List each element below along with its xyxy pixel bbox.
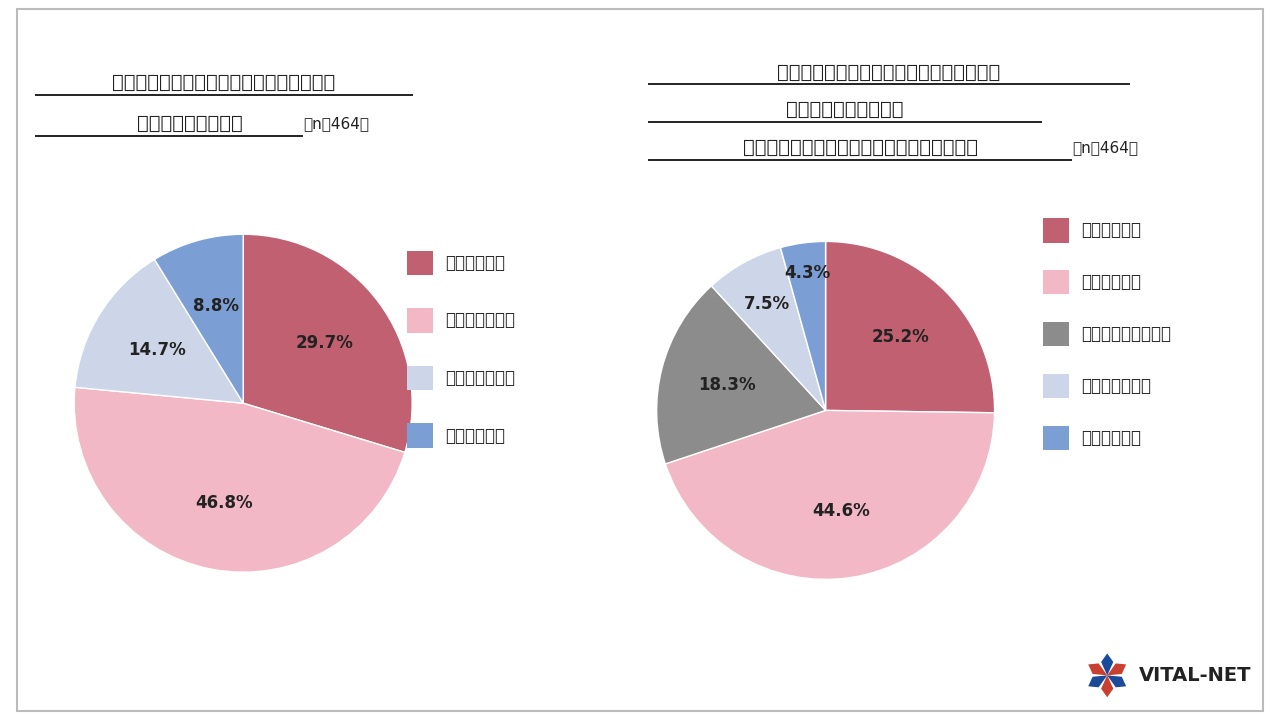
Polygon shape: [1088, 663, 1107, 675]
Text: 育休中、職場の様子や復帰について職場と: 育休中、職場の様子や復帰について職場と: [777, 63, 1000, 81]
Wedge shape: [243, 234, 412, 452]
Text: まあまああった: まあまああった: [445, 311, 516, 329]
Text: 8.8%: 8.8%: [192, 297, 238, 315]
Text: （n＝464）: （n＝464）: [303, 117, 370, 131]
Text: 育休中、職場とコミュニケーションを取る: 育休中、職場とコミュニケーションを取る: [113, 73, 335, 92]
Text: （n＝464）: （n＝464）: [1073, 140, 1139, 155]
Text: 機会はありましたか: 機会はありましたか: [137, 114, 242, 133]
Text: 4.3%: 4.3%: [783, 264, 829, 282]
Text: 25.2%: 25.2%: [872, 328, 929, 346]
Text: 全くなかった: 全くなかった: [445, 426, 506, 444]
Text: 29.7%: 29.7%: [296, 334, 353, 352]
Wedge shape: [781, 241, 826, 410]
Wedge shape: [712, 248, 826, 410]
Polygon shape: [1101, 675, 1114, 697]
Text: あまりなかった: あまりなかった: [445, 369, 516, 387]
Wedge shape: [657, 286, 826, 464]
Polygon shape: [1088, 675, 1107, 688]
Text: 18.3%: 18.3%: [699, 376, 756, 394]
Polygon shape: [1107, 675, 1126, 688]
Wedge shape: [76, 259, 243, 403]
Wedge shape: [826, 241, 995, 413]
Wedge shape: [74, 387, 404, 572]
Text: 46.8%: 46.8%: [195, 494, 252, 512]
Text: VITAL-NET: VITAL-NET: [1139, 666, 1252, 685]
Text: 7.5%: 7.5%: [744, 295, 790, 313]
Text: あまり思わない: あまり思わない: [1082, 377, 1152, 395]
Text: 強くそう思う: 強くそう思う: [1082, 222, 1142, 239]
Text: 全く思わない: 全く思わない: [1082, 428, 1142, 446]
Text: 十分にあった: 十分にあった: [445, 254, 506, 271]
Polygon shape: [1101, 654, 1114, 675]
Polygon shape: [1107, 663, 1126, 675]
Text: 44.6%: 44.6%: [813, 502, 870, 520]
Wedge shape: [666, 410, 995, 580]
Text: ややそう思う: ややそう思う: [1082, 273, 1142, 291]
Text: 14.7%: 14.7%: [128, 341, 186, 359]
Wedge shape: [155, 234, 243, 403]
Text: 機会が（もっと）あったらよいと思いますか: 機会が（もっと）あったらよいと思いますか: [742, 138, 978, 157]
Text: どちらともいえない: どちらともいえない: [1082, 325, 1171, 343]
Text: コミュニケーションの: コミュニケーションの: [786, 100, 904, 119]
